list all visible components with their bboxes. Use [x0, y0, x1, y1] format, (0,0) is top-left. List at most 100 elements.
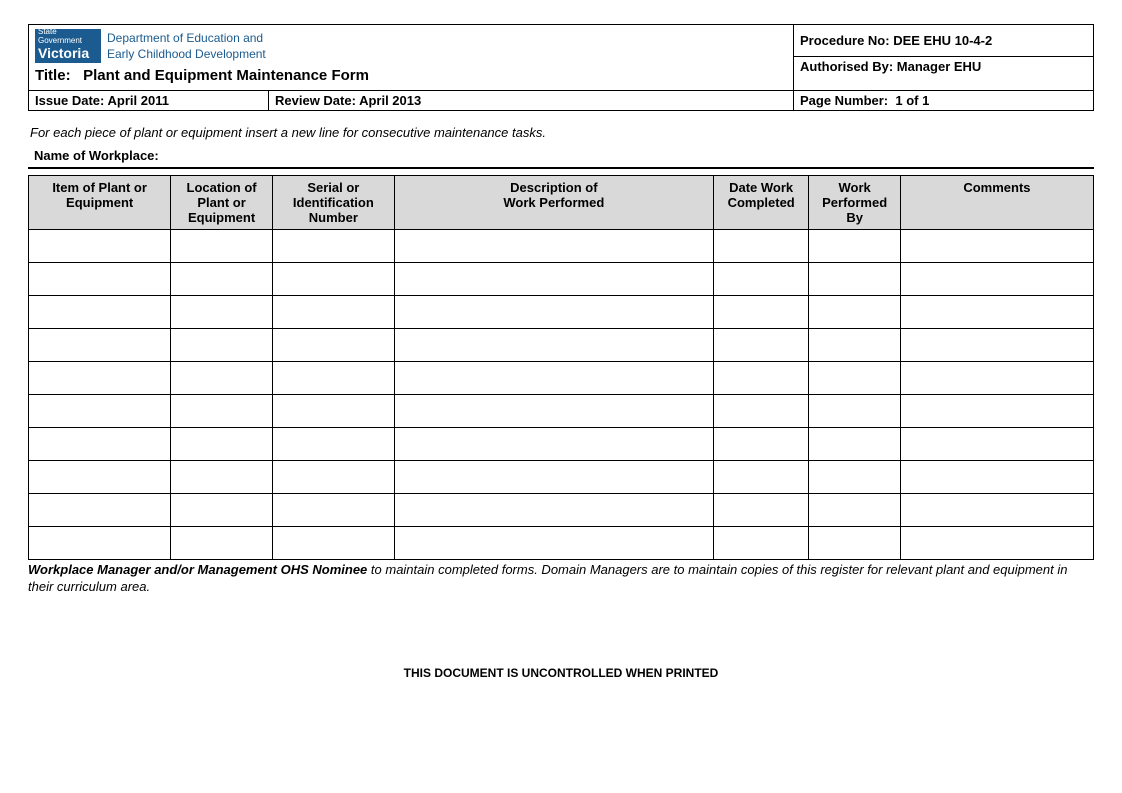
table-cell[interactable]: [809, 263, 900, 296]
document-header-table: State Government Victoria Department of …: [28, 24, 1094, 111]
table-cell[interactable]: [713, 329, 809, 362]
table-cell[interactable]: [171, 395, 273, 428]
table-cell[interactable]: [394, 395, 713, 428]
table-cell[interactable]: [29, 395, 171, 428]
table-cell[interactable]: [272, 428, 394, 461]
table-cell[interactable]: [394, 527, 713, 560]
table-cell[interactable]: [272, 362, 394, 395]
table-cell[interactable]: [272, 230, 394, 263]
table-cell[interactable]: [394, 296, 713, 329]
col-header-description: Description ofWork Performed: [394, 176, 713, 230]
authorised-label: Authorised By:: [800, 59, 893, 74]
table-cell[interactable]: [809, 362, 900, 395]
authorised-by-cell: Authorised By: Manager EHU: [794, 57, 1094, 91]
table-cell[interactable]: [171, 263, 273, 296]
review-value: April 2013: [359, 93, 421, 108]
col-header-serial: Serial or Identification Number: [272, 176, 394, 230]
table-cell[interactable]: [29, 296, 171, 329]
table-cell[interactable]: [29, 527, 171, 560]
page-label: Page Number:: [800, 93, 888, 108]
table-row: [29, 461, 1094, 494]
table-cell[interactable]: [900, 395, 1093, 428]
table-cell[interactable]: [809, 395, 900, 428]
instruction-text: For each piece of plant or equipment ins…: [30, 125, 1094, 140]
table-cell[interactable]: [809, 428, 900, 461]
table-cell[interactable]: [900, 461, 1093, 494]
table-cell[interactable]: [713, 296, 809, 329]
table-cell[interactable]: [713, 395, 809, 428]
table-cell[interactable]: [29, 362, 171, 395]
table-cell[interactable]: [809, 230, 900, 263]
table-cell[interactable]: [809, 329, 900, 362]
table-cell[interactable]: [29, 494, 171, 527]
table-header-row: Item of Plant or Equipment Location of P…: [29, 176, 1094, 230]
table-cell[interactable]: [171, 362, 273, 395]
table-cell[interactable]: [900, 296, 1093, 329]
col-header-date: Date Work Completed: [713, 176, 809, 230]
table-row: [29, 428, 1094, 461]
table-cell[interactable]: [713, 230, 809, 263]
dept-line2: Early Childhood Development: [107, 47, 266, 61]
table-cell[interactable]: [394, 230, 713, 263]
table-cell[interactable]: [394, 263, 713, 296]
col-header-performed-by: Work Performed By: [809, 176, 900, 230]
col-header-location: Location of Plant or Equipment: [171, 176, 273, 230]
table-cell[interactable]: [394, 461, 713, 494]
table-cell[interactable]: [29, 428, 171, 461]
review-date-cell: Review Date: April 2013: [269, 91, 794, 111]
footer-lead: Workplace Manager and/or Management OHS …: [28, 562, 367, 577]
table-cell[interactable]: [171, 527, 273, 560]
logo-victoria: Victoria: [38, 46, 98, 61]
table-cell[interactable]: [394, 362, 713, 395]
table-cell[interactable]: [394, 428, 713, 461]
table-cell[interactable]: [272, 296, 394, 329]
table-cell[interactable]: [900, 527, 1093, 560]
table-cell[interactable]: [272, 329, 394, 362]
table-cell[interactable]: [272, 494, 394, 527]
uncontrolled-notice: THIS DOCUMENT IS UNCONTROLLED WHEN PRINT…: [28, 666, 1094, 680]
table-cell[interactable]: [171, 461, 273, 494]
table-cell[interactable]: [809, 296, 900, 329]
table-cell[interactable]: [394, 494, 713, 527]
table-cell[interactable]: [171, 329, 273, 362]
table-cell[interactable]: [809, 461, 900, 494]
procedure-number-cell: Procedure No: DEE EHU 10-4-2: [794, 25, 1094, 57]
maintenance-table: Item of Plant or Equipment Location of P…: [28, 175, 1094, 560]
table-cell[interactable]: [29, 230, 171, 263]
col-header-comments: Comments: [900, 176, 1093, 230]
table-cell[interactable]: [713, 428, 809, 461]
table-cell[interactable]: [713, 527, 809, 560]
table-cell[interactable]: [900, 494, 1093, 527]
table-cell[interactable]: [713, 494, 809, 527]
table-cell[interactable]: [900, 428, 1093, 461]
table-cell[interactable]: [713, 461, 809, 494]
table-cell[interactable]: [272, 527, 394, 560]
table-cell[interactable]: [29, 461, 171, 494]
table-cell[interactable]: [900, 263, 1093, 296]
table-cell[interactable]: [29, 329, 171, 362]
table-cell[interactable]: [900, 329, 1093, 362]
table-cell[interactable]: [394, 329, 713, 362]
table-cell[interactable]: [272, 395, 394, 428]
table-cell[interactable]: [900, 230, 1093, 263]
review-label: Review Date:: [275, 93, 356, 108]
table-cell[interactable]: [809, 527, 900, 560]
table-cell[interactable]: [272, 461, 394, 494]
table-cell[interactable]: [713, 362, 809, 395]
table-cell[interactable]: [272, 263, 394, 296]
table-body: [29, 230, 1094, 560]
table-cell[interactable]: [713, 263, 809, 296]
table-row: [29, 494, 1094, 527]
table-cell[interactable]: [171, 428, 273, 461]
logo-block: State Government Victoria Department of …: [35, 29, 787, 63]
table-cell[interactable]: [171, 296, 273, 329]
procedure-label: Procedure No:: [800, 33, 890, 48]
authorised-value: Manager EHU: [897, 59, 982, 74]
table-cell[interactable]: [171, 494, 273, 527]
page-number-cell: Page Number: 1 of 1: [794, 91, 1094, 111]
table-cell[interactable]: [171, 230, 273, 263]
table-cell[interactable]: [900, 362, 1093, 395]
table-cell[interactable]: [29, 263, 171, 296]
header-title-cell: State Government Victoria Department of …: [29, 25, 794, 91]
table-cell[interactable]: [809, 494, 900, 527]
